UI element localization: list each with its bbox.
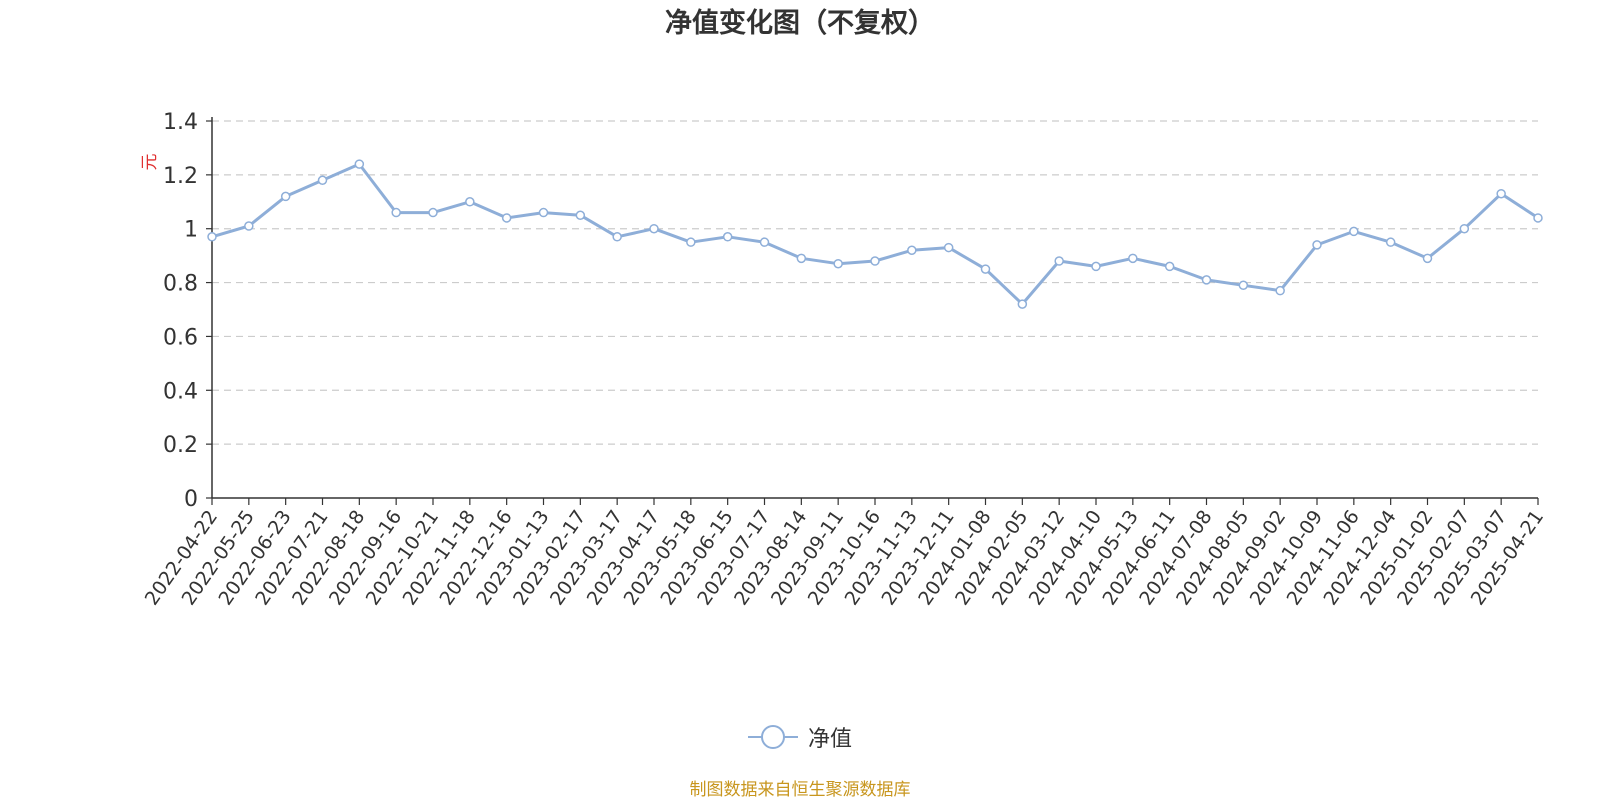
data-point[interactable] xyxy=(317,175,328,185)
data-point[interactable] xyxy=(465,197,475,207)
data-point[interactable] xyxy=(391,207,401,218)
data-point[interactable] xyxy=(1422,253,1433,264)
data-point[interactable] xyxy=(1091,261,1101,272)
y-tick-label: 1.4 xyxy=(163,110,198,135)
x-tick-labels: 2022-04-222022-05-252022-06-232022-07-21… xyxy=(141,506,1548,609)
data-point[interactable] xyxy=(1459,223,1470,234)
data-point[interactable] xyxy=(1128,253,1138,264)
chart-plot: 0 0.2 0.4 0.6 0.8 1 1.2 1.4 2022-04-222022-05-2… xyxy=(140,110,1548,609)
legend[interactable]: 净值 xyxy=(748,722,852,752)
data-point[interactable] xyxy=(907,245,917,256)
data-point[interactable] xyxy=(501,213,512,223)
source-note: 制图数据来自恒生聚源数据库 xyxy=(689,780,911,800)
data-point[interactable] xyxy=(354,159,365,169)
data-point[interactable] xyxy=(280,191,291,202)
data-point[interactable] xyxy=(1017,299,1028,309)
data-point[interactable] xyxy=(1054,256,1064,266)
data-point[interactable] xyxy=(1496,188,1506,199)
data-point[interactable] xyxy=(538,207,549,218)
data-point[interactable] xyxy=(980,264,991,274)
data-point[interactable] xyxy=(244,221,254,231)
data-point[interactable] xyxy=(759,237,770,247)
data-point[interactable] xyxy=(722,232,733,242)
data-point[interactable] xyxy=(575,210,586,220)
y-tick-label: 0.6 xyxy=(163,325,198,350)
data-point[interactable] xyxy=(207,232,217,242)
data-point[interactable] xyxy=(1533,213,1543,223)
data-point[interactable] xyxy=(1312,240,1322,250)
data-point[interactable] xyxy=(1238,280,1249,291)
data-point[interactable] xyxy=(686,237,696,247)
chart-title: 净值变化图（不复权） xyxy=(665,8,935,39)
legend-label: 净值 xyxy=(808,727,853,752)
axes xyxy=(206,117,1539,505)
y-tick-label: 0.2 xyxy=(163,433,198,458)
y-tick-label: 1.2 xyxy=(163,164,198,189)
data-point[interactable] xyxy=(870,256,880,266)
grid-lines xyxy=(212,120,1538,445)
data-point[interactable] xyxy=(796,253,807,264)
data-point[interactable] xyxy=(943,242,954,253)
y-axis-unit-label: 元 xyxy=(140,154,160,171)
series-layer xyxy=(207,159,1543,309)
y-tick-labels: 0 0.2 0.4 0.6 0.8 1 1.2 1.4 xyxy=(163,110,198,512)
data-point[interactable] xyxy=(1201,275,1212,285)
data-point[interactable] xyxy=(833,258,843,269)
data-point[interactable] xyxy=(1164,261,1175,272)
y-tick-label: 0 xyxy=(184,487,198,512)
data-point[interactable] xyxy=(612,232,622,242)
data-point[interactable] xyxy=(1275,285,1285,296)
y-tick-label: 1 xyxy=(184,218,198,243)
y-tick-label: 0.4 xyxy=(163,379,198,404)
data-point[interactable] xyxy=(649,223,659,234)
data-point[interactable] xyxy=(1385,237,1396,247)
data-point[interactable] xyxy=(1349,226,1359,237)
y-tick-label: 0.8 xyxy=(163,272,198,297)
legend-line-circle-icon xyxy=(748,725,798,749)
data-point[interactable] xyxy=(428,207,438,218)
